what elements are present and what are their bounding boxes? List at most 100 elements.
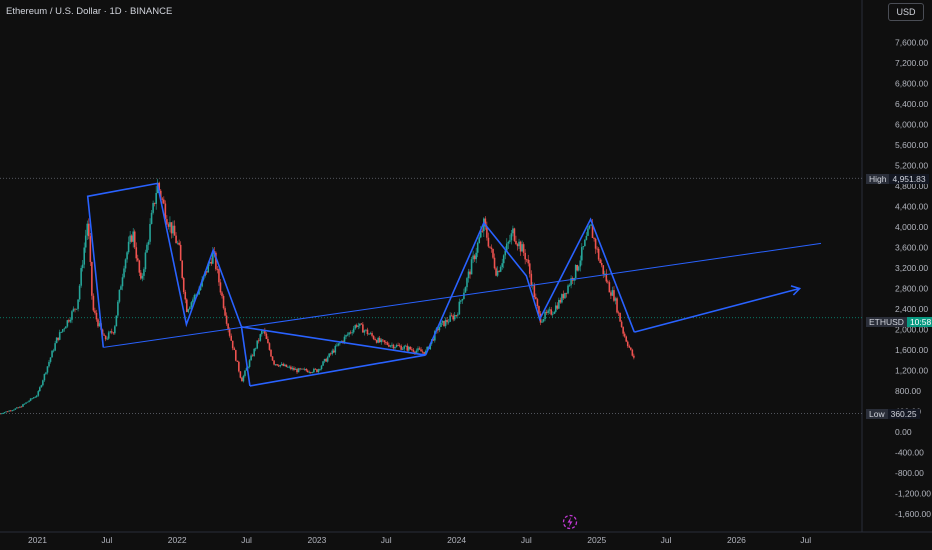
candle-body xyxy=(626,341,629,347)
candle-body xyxy=(287,366,289,368)
candle-body xyxy=(290,366,292,370)
candle-body xyxy=(140,272,142,279)
currency-button[interactable]: USD xyxy=(888,3,924,21)
candle-body xyxy=(276,364,278,366)
candle-body xyxy=(337,343,340,346)
candle-body xyxy=(181,260,183,278)
candle-body xyxy=(66,320,69,327)
candle-body xyxy=(505,243,508,251)
candle-body xyxy=(386,342,389,345)
candle-body xyxy=(616,298,618,313)
projection-arrow-head xyxy=(790,285,802,296)
y-tick-label: 6,800.00 xyxy=(895,79,928,89)
zigzag-2021-2022 xyxy=(86,182,251,387)
candle-body xyxy=(2,413,4,414)
candle-body xyxy=(608,282,611,293)
candle-body xyxy=(35,395,38,397)
candle-body xyxy=(253,348,255,356)
candle-body xyxy=(212,251,214,264)
candle-body xyxy=(158,182,161,191)
candle-body xyxy=(452,315,455,320)
candle-body xyxy=(77,299,79,309)
candle-body xyxy=(274,364,277,366)
candle-body xyxy=(280,363,283,365)
candle-body xyxy=(600,263,603,266)
candle-body xyxy=(150,212,153,224)
candle-body xyxy=(282,363,285,366)
candle-body xyxy=(138,260,141,273)
candle-body xyxy=(493,257,496,269)
candle-body xyxy=(147,241,150,245)
candle-body xyxy=(591,224,594,239)
candle-body xyxy=(368,333,370,335)
candle-body xyxy=(336,345,338,347)
low-label: Low 360.25 xyxy=(866,408,920,420)
candle-body xyxy=(346,334,349,336)
candle-body xyxy=(577,266,580,271)
candle-body xyxy=(365,329,367,331)
candle-body xyxy=(443,320,445,327)
bolt-icon[interactable] xyxy=(562,514,578,530)
candle-body xyxy=(26,401,29,403)
candle-body xyxy=(437,328,439,331)
candle-body xyxy=(173,225,176,236)
candle-body xyxy=(51,350,53,358)
candle-body xyxy=(512,228,514,234)
candle-body xyxy=(126,252,128,260)
candle-body xyxy=(86,223,89,236)
candle-body xyxy=(607,281,609,283)
candle-body xyxy=(265,333,268,340)
symbol-title: Ethereum / U.S. Dollar · 1D · BINANCE xyxy=(6,6,173,17)
candle-body xyxy=(538,306,540,314)
candle-body xyxy=(455,315,458,316)
candle-body xyxy=(521,244,523,252)
candle-body xyxy=(381,339,384,341)
candle-body xyxy=(296,369,298,373)
candle-body xyxy=(17,407,20,409)
range-2022-2023 xyxy=(241,326,426,387)
candle-body xyxy=(19,406,21,408)
candle-body xyxy=(133,231,136,248)
candle-body xyxy=(513,228,516,241)
candle-body xyxy=(479,230,482,238)
long-trendline xyxy=(103,242,822,348)
candle-body xyxy=(504,250,507,256)
candle-body xyxy=(548,309,551,311)
candle-body xyxy=(510,233,513,241)
candle-body xyxy=(322,361,324,366)
candle-body xyxy=(476,242,479,253)
candle-body xyxy=(250,355,252,361)
candle-body xyxy=(198,290,200,295)
candle-body xyxy=(199,286,202,291)
candle-body xyxy=(456,314,459,316)
candle-body xyxy=(524,252,526,260)
candle-body xyxy=(496,270,499,276)
candle-body xyxy=(48,361,50,367)
candle-body xyxy=(415,350,418,353)
y-tick-label: 4,000.00 xyxy=(895,222,928,232)
candle-body xyxy=(236,360,239,362)
candle-body xyxy=(129,235,131,242)
candle-body xyxy=(291,367,294,370)
candle-body xyxy=(39,387,41,392)
candle-body xyxy=(37,391,40,396)
candle-body xyxy=(230,335,232,341)
candle-body xyxy=(277,365,280,367)
candle-body xyxy=(551,313,554,315)
candle-body xyxy=(91,261,93,296)
candle-body xyxy=(528,263,531,274)
candle-body xyxy=(339,342,341,344)
candle-body xyxy=(299,368,301,370)
candle-body xyxy=(585,235,588,240)
candle-body xyxy=(334,345,337,353)
candle-body xyxy=(320,365,323,370)
candle-body xyxy=(288,366,291,368)
candle-body xyxy=(121,277,124,287)
candle-body xyxy=(84,235,87,248)
candle-body xyxy=(536,299,539,307)
candle-body xyxy=(385,342,387,343)
candle-body xyxy=(461,298,464,301)
candle-body xyxy=(118,289,121,302)
